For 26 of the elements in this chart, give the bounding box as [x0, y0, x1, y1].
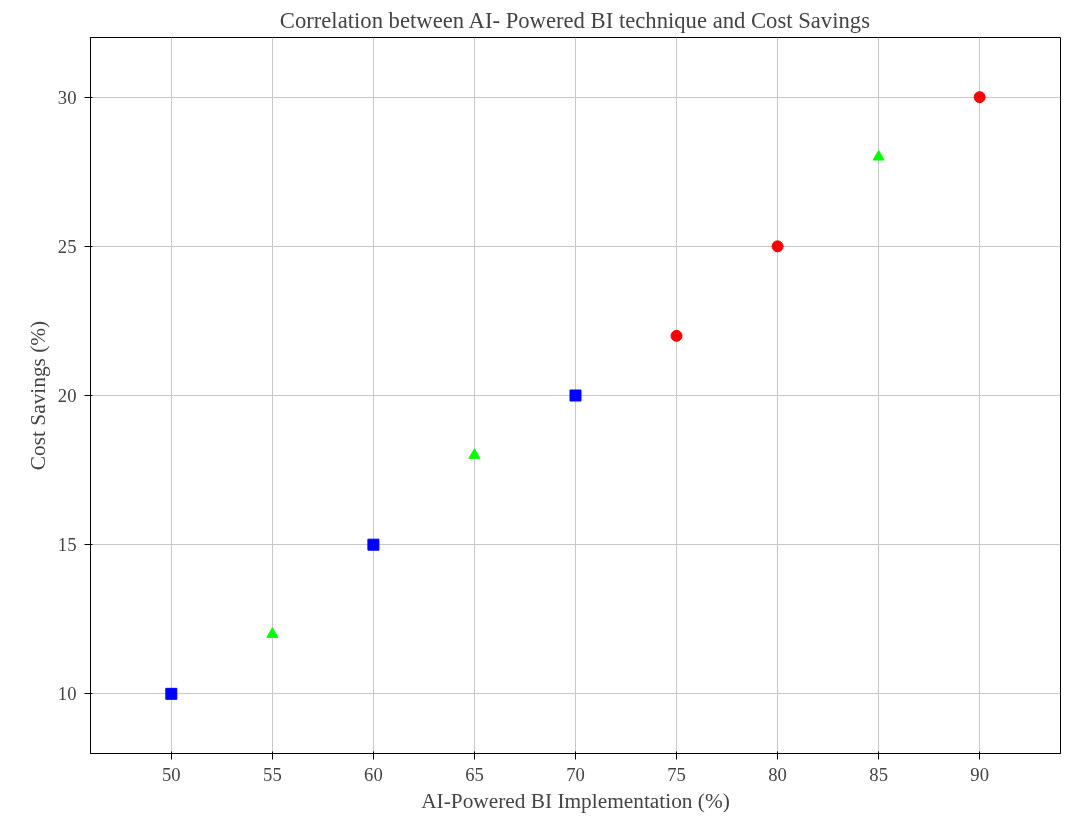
x-axis-title: AI-Powered BI Implementation (%) — [421, 788, 730, 813]
x-tick-label: 50 — [162, 763, 181, 785]
chart-title: Correlation between AI- Powered BI technique and Cost Savings — [279, 7, 870, 33]
y-tick-label: 20 — [57, 385, 77, 406]
point — [165, 687, 178, 700]
point — [973, 91, 986, 104]
point — [872, 149, 885, 161]
point — [468, 448, 481, 459]
x-tick-label: 55 — [263, 763, 282, 785]
y-tick-label: 30 — [57, 86, 77, 108]
x-tick-label: 90 — [970, 763, 989, 785]
x-tick-label: 75 — [667, 763, 686, 785]
y-axis-title: Cost Savings (%) — [25, 320, 50, 471]
point — [367, 538, 380, 551]
x-tick-label: 70 — [566, 763, 585, 785]
point — [670, 329, 683, 342]
y-tick-label: 10 — [57, 683, 77, 705]
point — [266, 627, 279, 638]
x-tick-label: 65 — [465, 763, 484, 785]
y-tick-label: 25 — [57, 235, 77, 257]
x-tick-label: 85 — [869, 763, 888, 785]
point — [771, 240, 784, 253]
y-tick-label: 15 — [57, 534, 77, 556]
point — [569, 389, 582, 402]
x-tick-label: 80 — [768, 763, 787, 785]
x-tick-label: 60 — [364, 763, 383, 785]
